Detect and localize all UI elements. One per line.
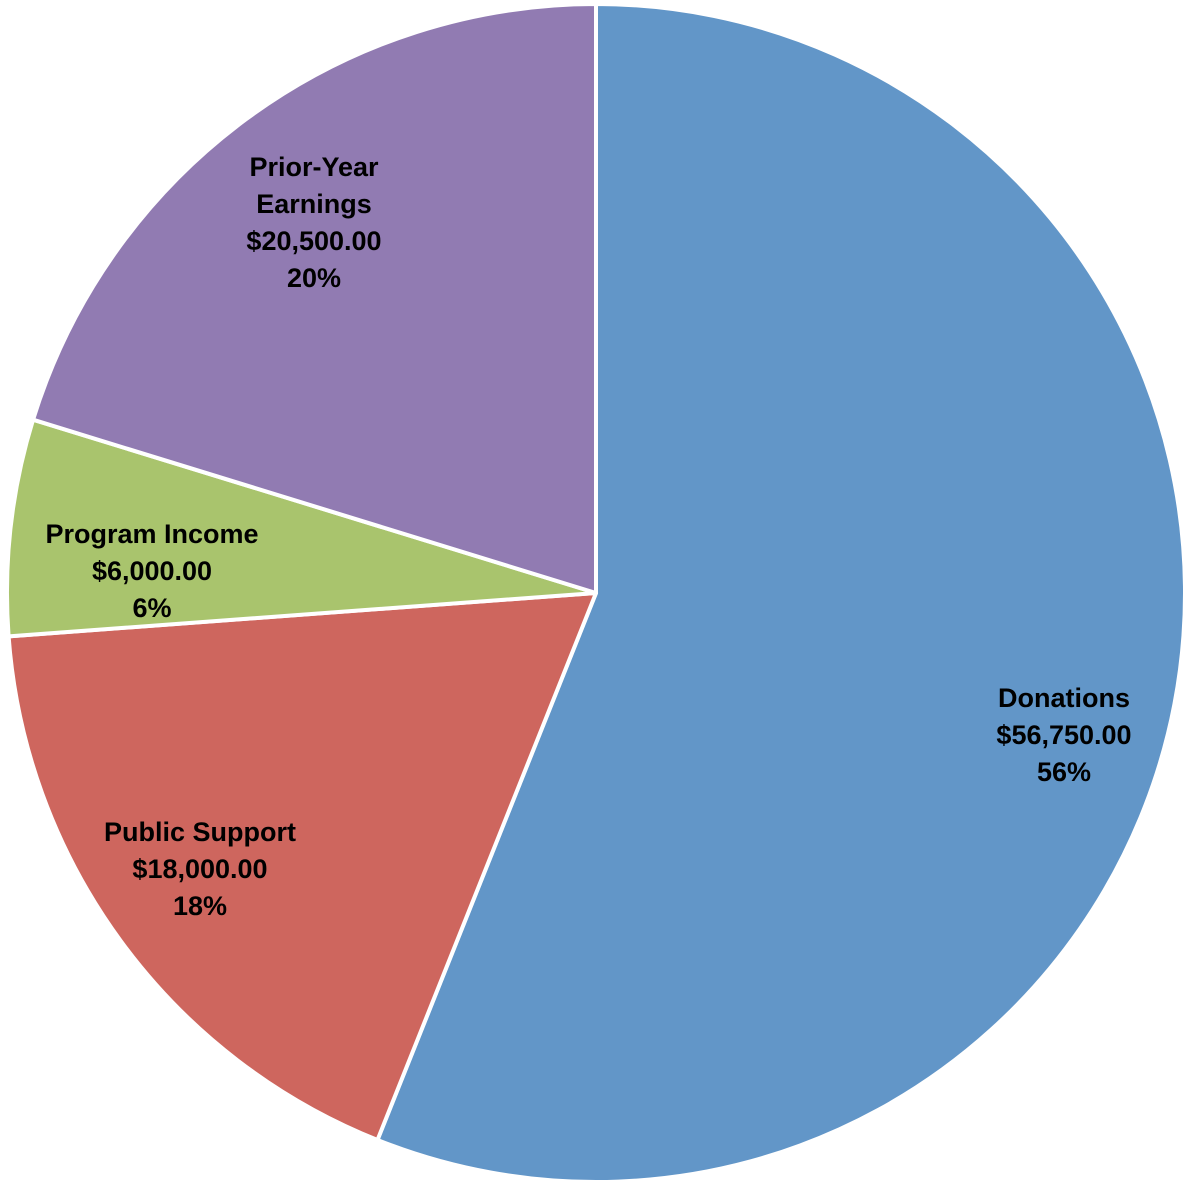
pie-labels: Donations $56,750.00 56% Public Support $18,…	[45, 152, 1131, 921]
slice-percent-label-donations: 56%	[1037, 757, 1091, 787]
slice-name-label-prior-year-earnings: Prior-Year	[249, 152, 379, 182]
pie-slice-public-support	[6, 591, 598, 1142]
pie-slice-program-income	[5, 417, 598, 639]
slice-percent-label-program-income: 6%	[132, 593, 171, 623]
slice-percent-label-prior-year-earnings: 20%	[287, 263, 341, 293]
pie-slice-donations	[375, 2, 1186, 1184]
slice-name-label-program-income: Program Income	[45, 519, 258, 549]
slice-value-label-program-income: $6,000.00	[92, 556, 212, 586]
slice-percent-label-public-support: 18%	[173, 891, 227, 921]
slice-name-label-prior-year-earnings: Earnings	[256, 189, 372, 219]
pie-slice-prior-year-earnings	[31, 2, 598, 595]
slice-name-label-public-support: Public Support	[104, 817, 296, 847]
slice-value-label-prior-year-earnings: $20,500.00	[246, 226, 381, 256]
pie-slices	[5, 2, 1186, 1184]
slice-value-label-donations: $56,750.00	[996, 720, 1131, 750]
slice-name-label-donations: Donations	[998, 683, 1130, 713]
slice-value-label-public-support: $18,000.00	[132, 854, 267, 884]
